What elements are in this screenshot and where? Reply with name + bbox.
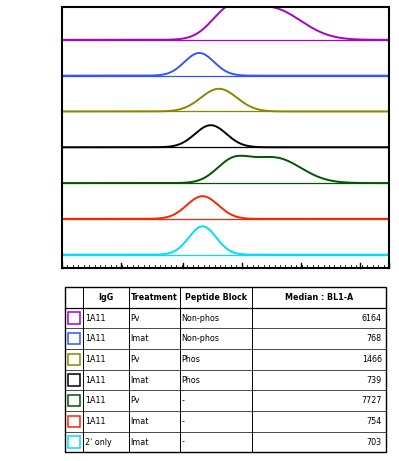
Bar	[68, 416, 80, 427]
Bar	[68, 354, 80, 365]
Text: 1A11: 1A11	[85, 376, 105, 384]
Bar	[68, 437, 80, 448]
Text: Imat: Imat	[130, 334, 149, 343]
Text: 1A11: 1A11	[85, 334, 105, 343]
Text: IgG: IgG	[99, 293, 114, 302]
Text: Treatment: Treatment	[131, 293, 178, 302]
Text: 768: 768	[367, 334, 382, 343]
Text: -: -	[181, 396, 184, 405]
Text: 739: 739	[367, 376, 382, 384]
Text: 2' only: 2' only	[85, 437, 111, 447]
Text: 6164: 6164	[362, 313, 382, 323]
Text: 1A11: 1A11	[85, 355, 105, 364]
Text: 7727: 7727	[361, 396, 382, 405]
Text: Pv: Pv	[130, 355, 140, 364]
Bar	[68, 395, 80, 407]
Text: Non-phos: Non-phos	[181, 313, 219, 323]
Text: Imat: Imat	[130, 417, 149, 426]
Bar	[68, 333, 80, 344]
Text: 1466: 1466	[362, 355, 382, 364]
Text: Non-phos: Non-phos	[181, 334, 219, 343]
Text: Pv: Pv	[130, 313, 140, 323]
Bar	[68, 374, 80, 386]
Text: 754: 754	[367, 417, 382, 426]
Text: 1A11: 1A11	[85, 396, 105, 405]
Text: -: -	[181, 437, 184, 447]
Text: Phos: Phos	[181, 355, 200, 364]
Text: 1A11: 1A11	[85, 313, 105, 323]
Bar	[68, 313, 80, 324]
Text: Imat: Imat	[130, 437, 149, 447]
Text: Peptide Block: Peptide Block	[185, 293, 247, 302]
Text: 1A11: 1A11	[85, 417, 105, 426]
Text: Imat: Imat	[130, 376, 149, 384]
Text: Pv: Pv	[130, 396, 140, 405]
Text: 703: 703	[367, 437, 382, 447]
Text: -: -	[181, 417, 184, 426]
Text: Phos: Phos	[181, 376, 200, 384]
Text: Median : BL1-A: Median : BL1-A	[284, 293, 353, 302]
